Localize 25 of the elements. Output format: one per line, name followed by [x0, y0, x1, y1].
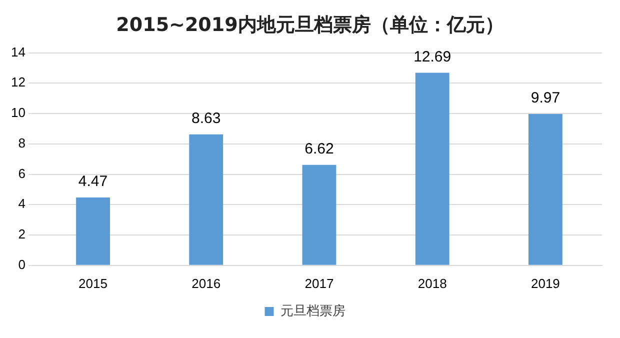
data-label: 12.69	[414, 48, 452, 66]
y-tick-label: 2	[18, 226, 26, 242]
bar	[415, 72, 450, 265]
y-tick-label: 12	[10, 74, 26, 90]
data-label: 4.47	[78, 173, 108, 190]
x-tick-label: 2015	[78, 276, 108, 291]
chart-title: 2015~2019内地元旦档票房（单位：亿元）	[115, 13, 505, 38]
bar	[528, 114, 562, 265]
y-tick-label: 10	[10, 105, 26, 120]
y-tick-label: 6	[18, 166, 26, 181]
bar	[189, 134, 224, 265]
x-tick-label: 2016	[192, 276, 221, 291]
data-label: 9.97	[530, 90, 560, 107]
y-tick-label: 4	[18, 196, 26, 212]
data-label: 6.62	[304, 140, 334, 158]
y-tick-label: 14	[10, 44, 26, 60]
bar	[76, 198, 110, 265]
x-tick-label: 2017	[304, 276, 334, 291]
x-tick-label: 2019	[530, 276, 560, 291]
y-tick-label: 0	[18, 256, 26, 272]
data-label: 8.63	[192, 110, 221, 127]
y-tick-label: 8	[18, 135, 26, 150]
legend-label: 元旦档票房	[280, 302, 346, 319]
x-tick-label: 2018	[418, 276, 447, 291]
bar	[302, 164, 336, 265]
